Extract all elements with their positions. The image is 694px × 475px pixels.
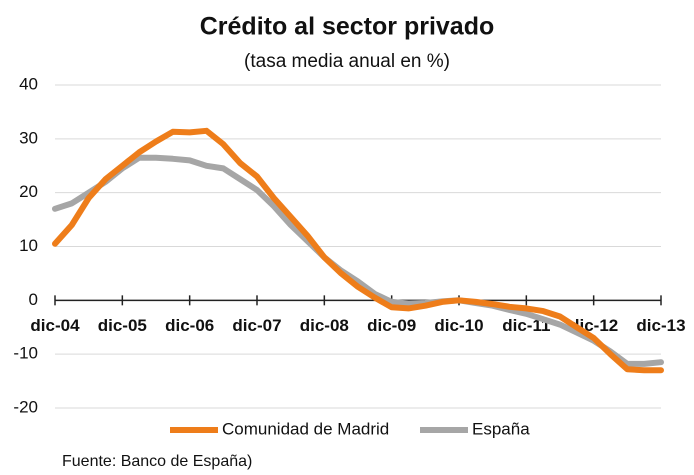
x-tick-label: dic-08 bbox=[300, 316, 349, 335]
x-tick-label: dic-13 bbox=[636, 316, 685, 335]
chart-title: Crédito al sector privado bbox=[200, 13, 495, 41]
x-tick-label: dic-04 bbox=[30, 316, 80, 335]
y-tick-label: 20 bbox=[19, 182, 38, 201]
chart-subtitle: (tasa media anual en %) bbox=[244, 51, 450, 72]
y-tick-label: 10 bbox=[19, 236, 38, 255]
x-tick-label: dic-09 bbox=[367, 316, 416, 335]
legend-label: Comunidad de Madrid bbox=[222, 419, 389, 438]
series-line bbox=[52, 154, 664, 367]
series-line bbox=[52, 127, 664, 374]
x-tick-label: dic-10 bbox=[434, 316, 483, 335]
y-tick-label: -20 bbox=[13, 397, 38, 416]
x-tick-label: dic-07 bbox=[232, 316, 281, 335]
y-tick-label: 40 bbox=[19, 74, 38, 93]
legend-label: España bbox=[472, 419, 530, 438]
y-tick-label: 0 bbox=[29, 290, 38, 309]
x-tick-label: dic-05 bbox=[98, 316, 147, 335]
y-tick-label: 30 bbox=[19, 128, 38, 147]
y-tick-label: -10 bbox=[13, 344, 38, 363]
source-note: Fuente: Banco de España) bbox=[62, 453, 252, 470]
x-tick-label: dic-06 bbox=[165, 316, 214, 335]
